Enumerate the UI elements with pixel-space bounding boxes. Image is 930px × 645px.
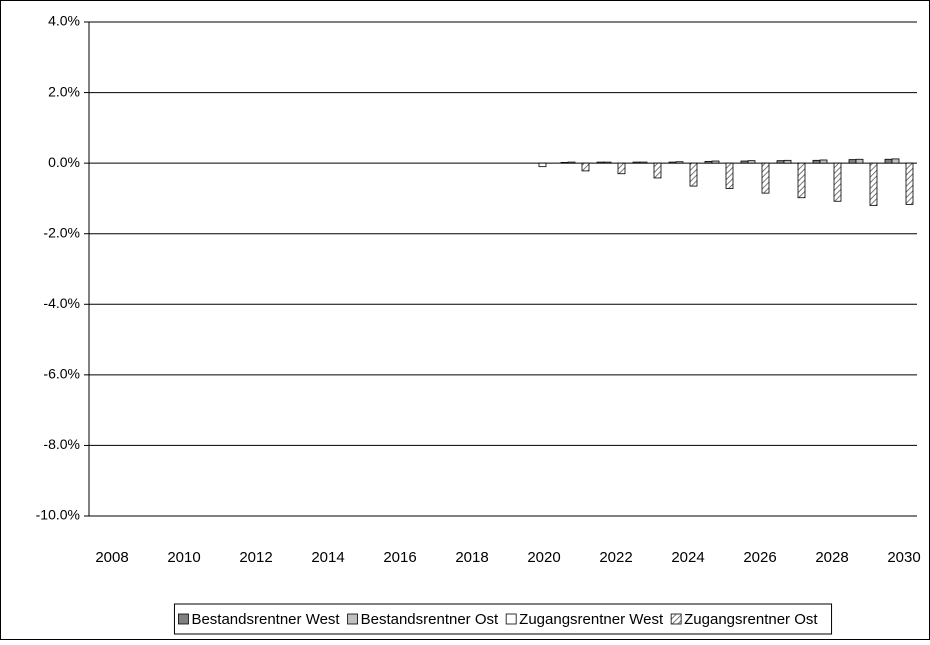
x-tick-label: 2020 xyxy=(527,549,560,566)
bar xyxy=(596,161,605,164)
legend-swatch xyxy=(505,613,517,625)
bar xyxy=(668,161,677,164)
bar xyxy=(905,162,914,205)
bar xyxy=(761,162,770,194)
x-tick-label: 2030 xyxy=(887,549,920,566)
bar xyxy=(725,162,734,189)
legend-label: Bestandsrentner Ost xyxy=(361,611,499,628)
bar xyxy=(653,162,662,179)
bar xyxy=(884,158,893,164)
bar xyxy=(603,161,612,164)
legend-label: Bestandsrentner West xyxy=(191,611,340,628)
bar xyxy=(704,160,713,164)
bar xyxy=(812,159,821,164)
x-tick-label: 2024 xyxy=(671,549,704,566)
y-tick-label: -10.0% xyxy=(36,507,80,523)
bar xyxy=(560,162,569,164)
bar xyxy=(675,161,684,164)
y-tick-label: -6.0% xyxy=(43,366,80,382)
bar xyxy=(848,159,857,164)
y-tick-label: 0.0% xyxy=(48,154,80,170)
x-tick-label: 2028 xyxy=(815,549,848,566)
bar xyxy=(869,162,878,206)
bar xyxy=(855,158,864,164)
bar xyxy=(617,162,626,175)
bar xyxy=(833,162,842,202)
bar xyxy=(891,158,900,164)
bar xyxy=(783,159,792,164)
x-tick-label: 2026 xyxy=(743,549,776,566)
legend-swatch xyxy=(347,613,358,625)
bar xyxy=(567,161,576,164)
bar xyxy=(581,162,590,172)
bar xyxy=(538,162,547,168)
y-tick-label: -4.0% xyxy=(43,295,80,311)
x-tick-label: 2012 xyxy=(239,549,272,566)
y-tick-label: 2.0% xyxy=(48,83,80,99)
x-tick-label: 2018 xyxy=(455,549,488,566)
bar xyxy=(740,160,749,164)
legend-label: Zugangsrentner Ost xyxy=(684,611,818,628)
x-tick-label: 2008 xyxy=(95,549,128,566)
y-tick-label: 4.0% xyxy=(48,13,80,29)
legend-swatch xyxy=(178,613,189,625)
legend-label: Zugangsrentner West xyxy=(519,611,664,628)
bar xyxy=(819,159,828,164)
x-tick-label: 2010 xyxy=(167,549,200,566)
x-tick-label: 2014 xyxy=(311,549,344,566)
bar xyxy=(639,161,648,164)
bar xyxy=(776,160,785,164)
bar xyxy=(797,162,806,199)
y-tick-label: -2.0% xyxy=(43,224,80,240)
bar xyxy=(747,160,756,164)
legend-swatch xyxy=(670,613,682,625)
y-tick-label: -8.0% xyxy=(43,436,80,452)
bar xyxy=(689,162,698,187)
legend-box xyxy=(173,603,833,635)
bar xyxy=(632,161,641,164)
x-tick-label: 2016 xyxy=(383,549,416,566)
bar xyxy=(711,160,720,164)
x-tick-label: 2022 xyxy=(599,549,632,566)
